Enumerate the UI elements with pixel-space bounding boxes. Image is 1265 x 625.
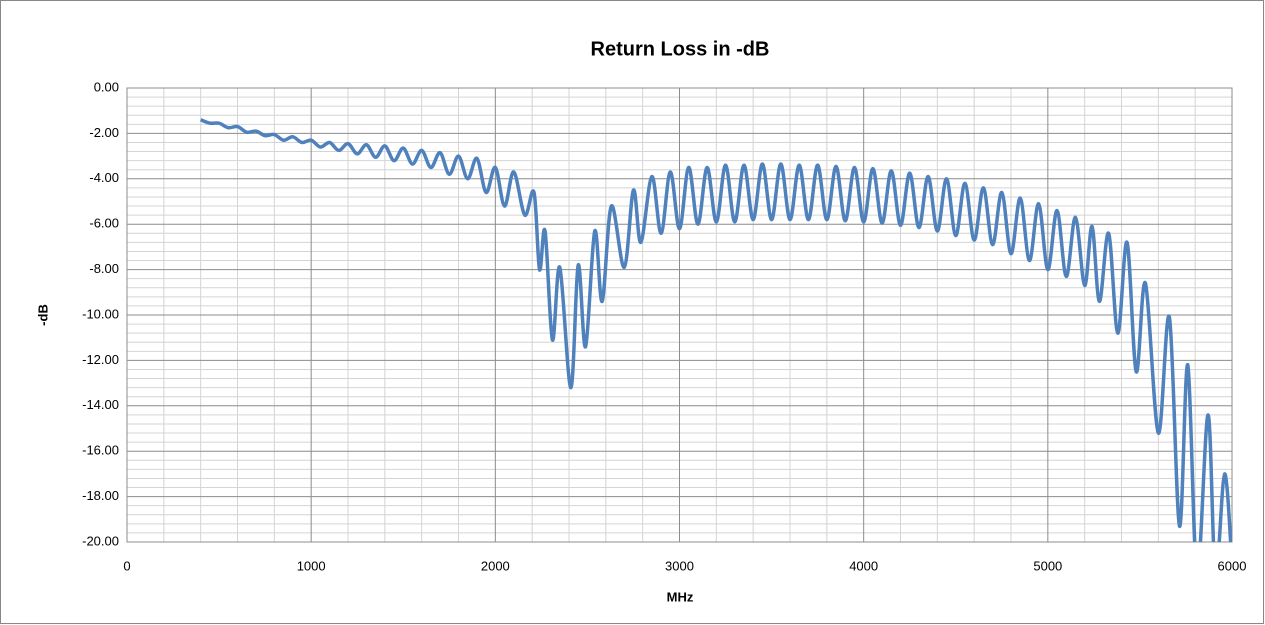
- y-tick-label: -2.00: [89, 125, 119, 140]
- x-tick-label: 6000: [1218, 558, 1247, 573]
- y-tick-label: -4.00: [89, 170, 119, 185]
- data-line: [200, 118, 1232, 542]
- x-tick-label: 3000: [665, 558, 694, 573]
- x-tick-label: 4000: [849, 558, 878, 573]
- y-tick-label: -10.00: [82, 306, 119, 321]
- plot-border: [126, 87, 1233, 543]
- y-tick-label: -14.00: [82, 397, 119, 412]
- y-tick-label: -12.00: [82, 352, 119, 367]
- y-tick-label: -6.00: [89, 216, 119, 231]
- y-tick-label: -8.00: [89, 261, 119, 276]
- y-tick-label: -20.00: [82, 533, 119, 548]
- x-tick-label: 2000: [481, 558, 510, 573]
- y-axis-label: -dB: [35, 304, 50, 326]
- y-tick-label: 0.00: [94, 79, 119, 94]
- y-tick-label: -18.00: [82, 488, 119, 503]
- chart-title: Return Loss in -dB: [591, 38, 770, 60]
- x-tick-label: 1000: [297, 558, 326, 573]
- x-axis-label: MHz: [667, 589, 694, 604]
- y-tick-label: -16.00: [82, 443, 119, 458]
- x-tick-label: 5000: [1033, 558, 1062, 573]
- x-tick-label: 0: [123, 558, 130, 573]
